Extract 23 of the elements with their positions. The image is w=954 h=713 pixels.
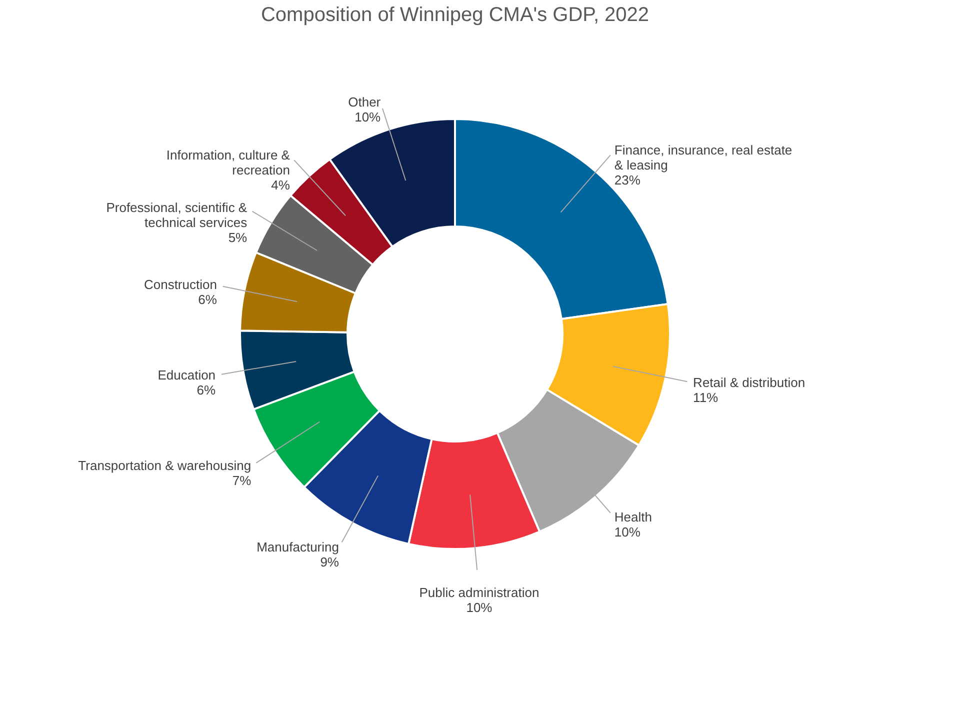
slice-label: Health (614, 509, 652, 524)
data-label: 5% (228, 230, 248, 246)
data-label: 11% (693, 390, 719, 405)
slice-label: Information, culture & recreation (166, 148, 290, 178)
slice-label: Transportation & warehousing (78, 458, 252, 474)
data-label: 7% (232, 473, 252, 488)
chart-title: Composition of Winnipeg CMA's GDP, 2022 (260, 4, 650, 26)
data-label: 10% (354, 110, 382, 125)
slice-label: Education (158, 367, 216, 382)
data-label: 4% (271, 178, 290, 193)
data-label: 6% (196, 382, 216, 398)
slice-label: Professional, scientific & technical services (106, 200, 248, 230)
data-label: 10% (614, 524, 641, 540)
data-label: 23% (614, 172, 641, 188)
slice-label: Manufacturing (256, 540, 339, 555)
slice-label: Retail & distribution (693, 374, 806, 390)
slice-label: Finance, insurance, real estate & leasing (614, 142, 792, 173)
slice-label: Construction (144, 277, 217, 292)
data-label: 9% (320, 554, 340, 570)
slice-label: Public administration (419, 584, 540, 600)
data-label: 10% (466, 600, 493, 615)
data-label: 6% (198, 292, 218, 308)
slice-label: Other (348, 94, 382, 110)
